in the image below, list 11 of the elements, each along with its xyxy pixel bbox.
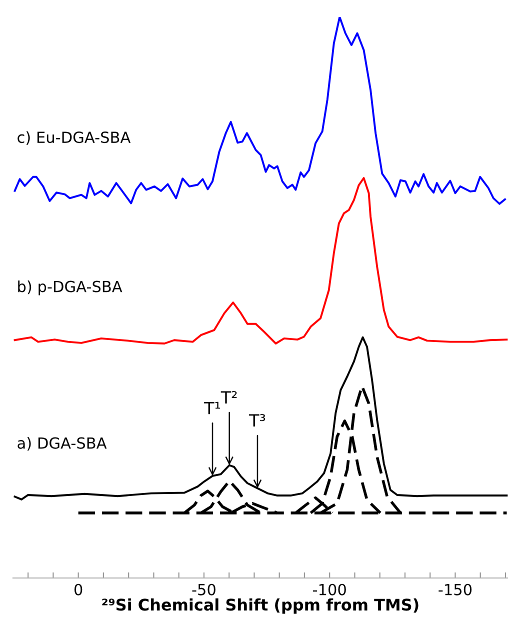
text: c) Eu-DGA-SBA <box>18 131 131 145</box>
x-tick-label: -150 <box>438 584 472 596</box>
x-tick-label: -50 <box>192 584 216 596</box>
annotation: T³ <box>249 414 266 426</box>
annotation: T¹ <box>204 402 220 414</box>
x-tick-label: -100 <box>313 584 346 596</box>
text: a) DGA-SBA <box>18 437 107 451</box>
annotation: T² <box>220 391 237 404</box>
text: b) p-DGA-SBA <box>18 280 122 296</box>
x-axis-title: ²⁹Si Chemical Shift (ppm from TMS) <box>102 598 418 614</box>
x-tick-label: 0 <box>74 584 82 596</box>
